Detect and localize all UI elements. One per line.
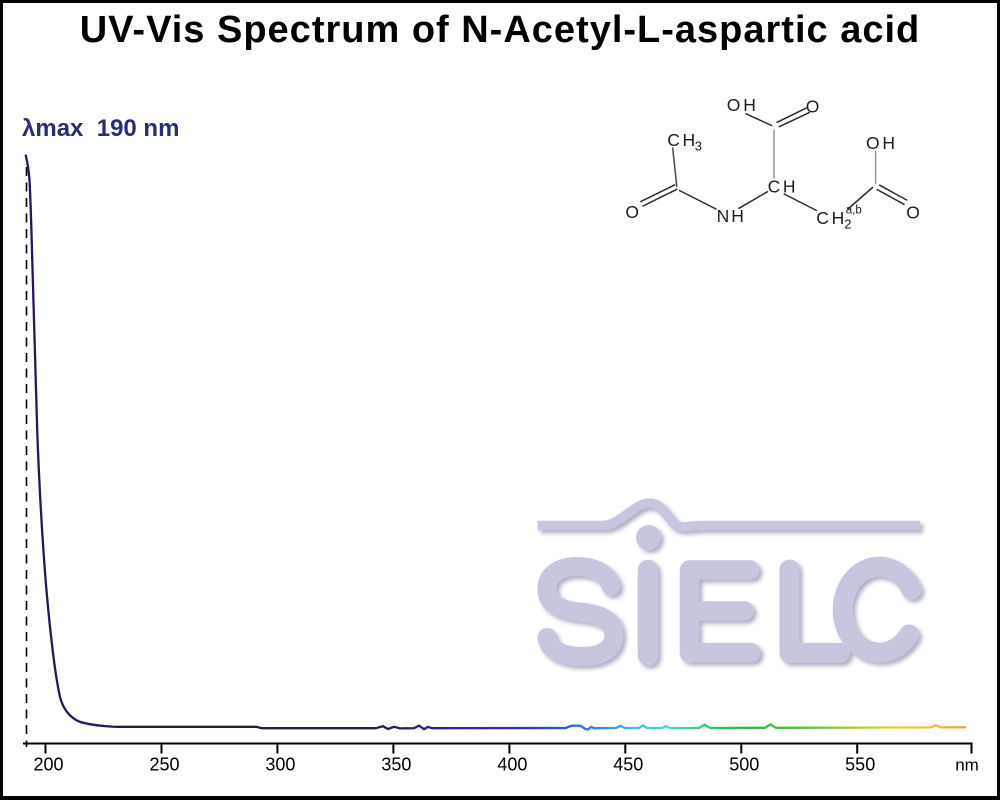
svg-text:C: C: [816, 208, 829, 228]
svg-text:H: H: [783, 177, 796, 197]
svg-text:O: O: [727, 95, 741, 115]
svg-text:H: H: [683, 130, 696, 150]
svg-text:O: O: [625, 202, 639, 222]
svg-text:450: 450: [613, 755, 643, 775]
svg-text:250: 250: [149, 755, 179, 775]
svg-text:3: 3: [695, 139, 702, 154]
svg-text:2: 2: [844, 217, 851, 232]
svg-text:H: H: [731, 206, 744, 226]
svg-text:C: C: [667, 130, 680, 150]
svg-text:a,b: a,b: [846, 204, 862, 216]
svg-text:300: 300: [265, 755, 295, 775]
svg-text:200: 200: [33, 755, 63, 775]
svg-text:O: O: [866, 133, 880, 153]
svg-text:N: N: [717, 206, 730, 226]
svg-text:550: 550: [845, 755, 875, 775]
svg-text:H: H: [832, 208, 845, 228]
svg-text:H: H: [882, 133, 895, 153]
svg-text:C: C: [768, 177, 781, 197]
svg-text:nm: nm: [955, 756, 979, 775]
svg-text:O: O: [906, 202, 920, 222]
svg-text:400: 400: [497, 755, 527, 775]
svg-text:H: H: [743, 95, 756, 115]
svg-text:O: O: [806, 97, 820, 117]
svg-text:350: 350: [381, 755, 411, 775]
svg-text:500: 500: [729, 755, 759, 775]
